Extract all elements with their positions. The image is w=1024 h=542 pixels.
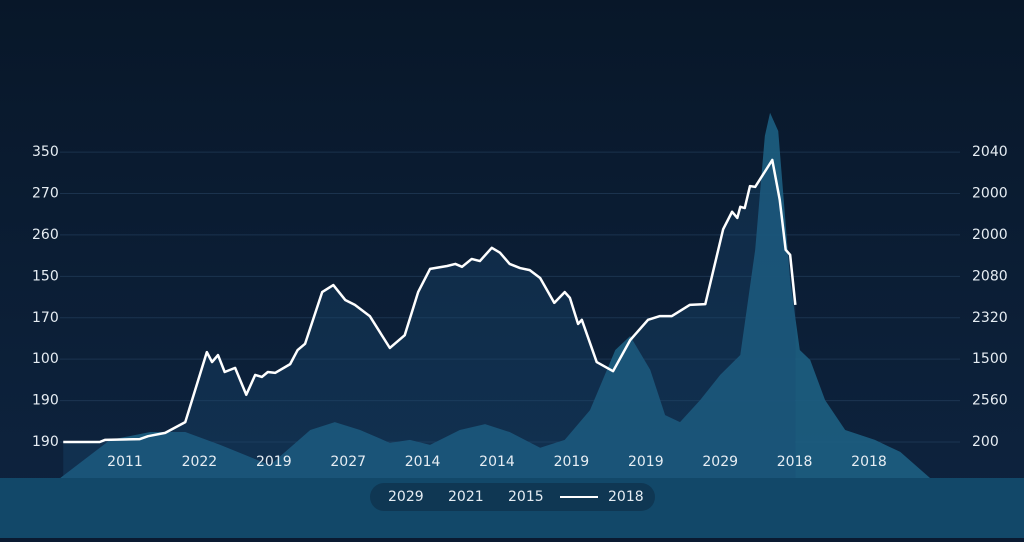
y-tick-label: 100 <box>32 351 59 367</box>
legend-label: 2021 <box>448 489 484 505</box>
legend-label: 2029 <box>388 489 424 505</box>
y-tick-label: 350 <box>32 144 59 160</box>
x-tick-label: 2027 <box>330 454 366 470</box>
legend-box <box>370 483 655 511</box>
y2-tick-label: 2560 <box>972 393 1008 409</box>
x-tick-label: 2011 <box>107 454 143 470</box>
x-tick-label: 2018 <box>777 454 813 470</box>
x-tick-label: 2029 <box>702 454 738 470</box>
y-tick-label: 170 <box>32 310 59 326</box>
x-tick-label: 2019 <box>256 454 292 470</box>
x-tick-label: 2014 <box>479 454 515 470</box>
legend-label: 2018 <box>608 489 644 505</box>
line <box>63 158 797 444</box>
y-tick-label: 190 <box>32 434 59 450</box>
x-tick-label: 2019 <box>554 454 590 470</box>
y-tick-label: 260 <box>32 227 59 243</box>
legend: 2029 2021 2015 2018 <box>388 489 644 505</box>
y2-tick-label: 2000 <box>972 227 1008 243</box>
plot: 190 190 100 170 150 260 270 350 200 2560 1500 2320 2… <box>32 112 1008 484</box>
line-fill <box>63 159 796 484</box>
y2-tick-label: 2040 <box>972 144 1008 160</box>
x-tick-label: 2014 <box>405 454 441 470</box>
y-tick-label: 190 <box>32 393 59 409</box>
area <box>60 112 931 484</box>
y2-tick-label: 1500 <box>972 351 1008 367</box>
y2-tick-label: 2080 <box>972 268 1008 284</box>
legend-label: 2015 <box>508 489 544 505</box>
y2-tick-label: 2000 <box>972 186 1008 202</box>
x-tick-label: 2019 <box>628 454 664 470</box>
y-tick-label: 270 <box>32 186 59 202</box>
y-tick-label: 150 <box>32 268 59 284</box>
x-tick-label: 2018 <box>851 454 887 470</box>
y2-tick-label: 2320 <box>972 310 1008 326</box>
y2-tick-label: 200 <box>972 434 999 450</box>
x-tick-label: 2022 <box>182 454 218 470</box>
